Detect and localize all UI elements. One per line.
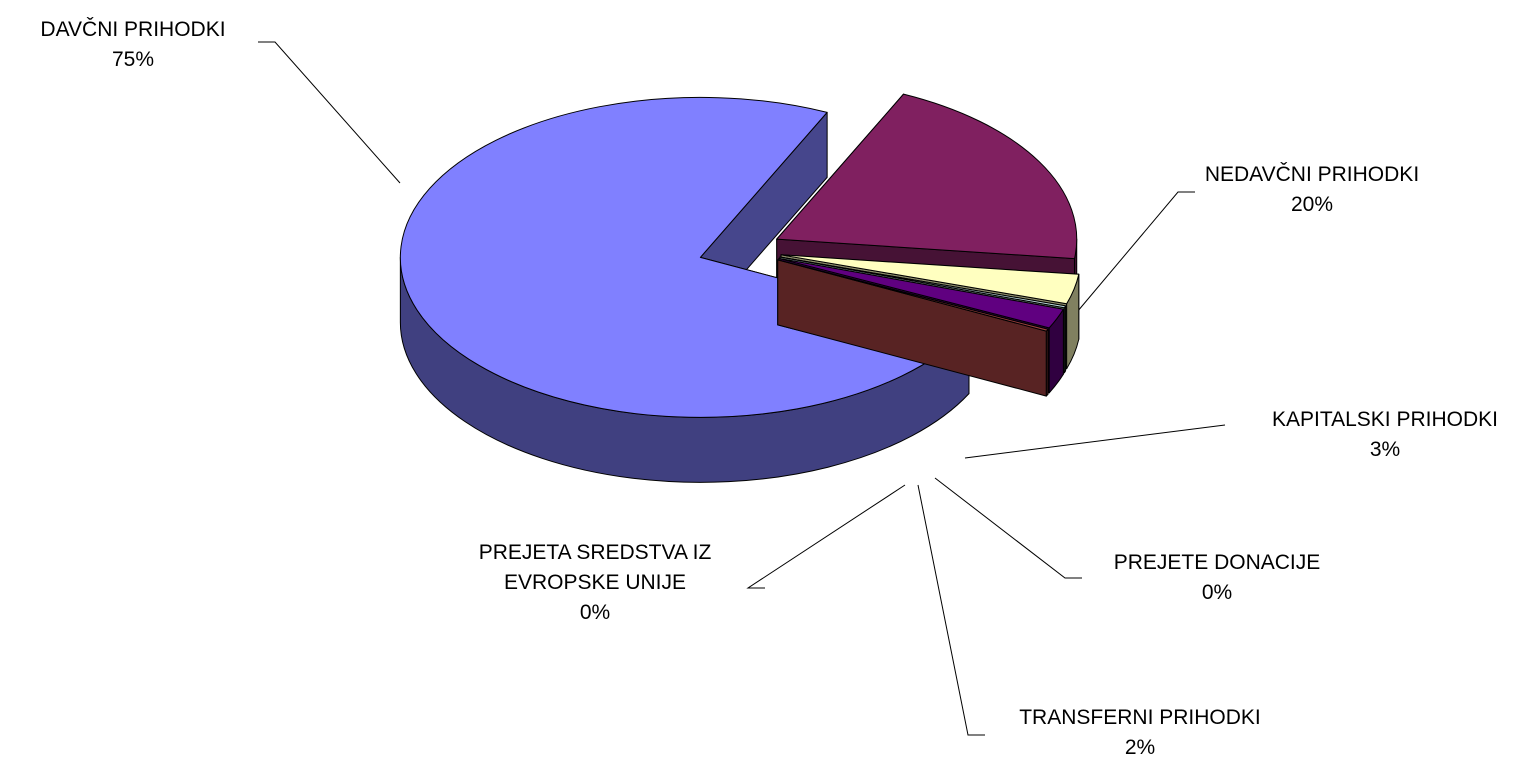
label-value: 0% [579, 601, 611, 624]
slice-label: PREJETE DONACIJE 0% [1067, 548, 1367, 608]
slice-label: NEDAVČNI PRIHODKI 20% [1162, 160, 1462, 220]
label-value: 2% [1124, 736, 1156, 759]
label-value: 75% [111, 48, 155, 71]
label-name: DAVČNI PRIHODKI [40, 18, 226, 41]
label-value: 3% [1369, 438, 1401, 461]
pie [399, 93, 1080, 483]
label-name: PREJETA SREDSTVA IZ EVROPSKE UNIJE [478, 541, 712, 594]
slice-top [780, 254, 1080, 305]
slice-label: TRANSFERNI PRIHODKI 2% [980, 703, 1300, 763]
slice-side [1063, 305, 1067, 374]
slice-label: DAVČNI PRIHODKI 75% [0, 15, 283, 75]
slice [777, 259, 1049, 397]
leader-line [258, 41, 401, 184]
label-name: TRANSFERNI PRIHODKI [1019, 706, 1261, 729]
slice-top [777, 259, 1049, 332]
label-name: NEDAVČNI PRIHODKI [1204, 163, 1420, 186]
slice-side [1045, 328, 1049, 397]
slice-label: PREJETA SREDSTVA IZ EVROPSKE UNIJE 0% [430, 538, 760, 628]
leader-lines [258, 41, 1226, 736]
label-name: PREJETE DONACIJE [1113, 551, 1321, 574]
leader-line [934, 477, 1082, 579]
leader-line [746, 484, 906, 589]
slice-top [776, 93, 1078, 260]
slice-top [778, 257, 1064, 329]
slice-top [779, 256, 1067, 309]
slice-label: KAPITALSKI PRIHODKI 3% [1225, 405, 1539, 465]
leader-line [917, 484, 985, 736]
label-name: KAPITALSKI PRIHODKI [1271, 408, 1498, 431]
leader-line [964, 424, 1226, 459]
label-value: 0% [1201, 581, 1233, 604]
label-value: 20% [1290, 193, 1334, 216]
leader-line [1071, 191, 1195, 319]
